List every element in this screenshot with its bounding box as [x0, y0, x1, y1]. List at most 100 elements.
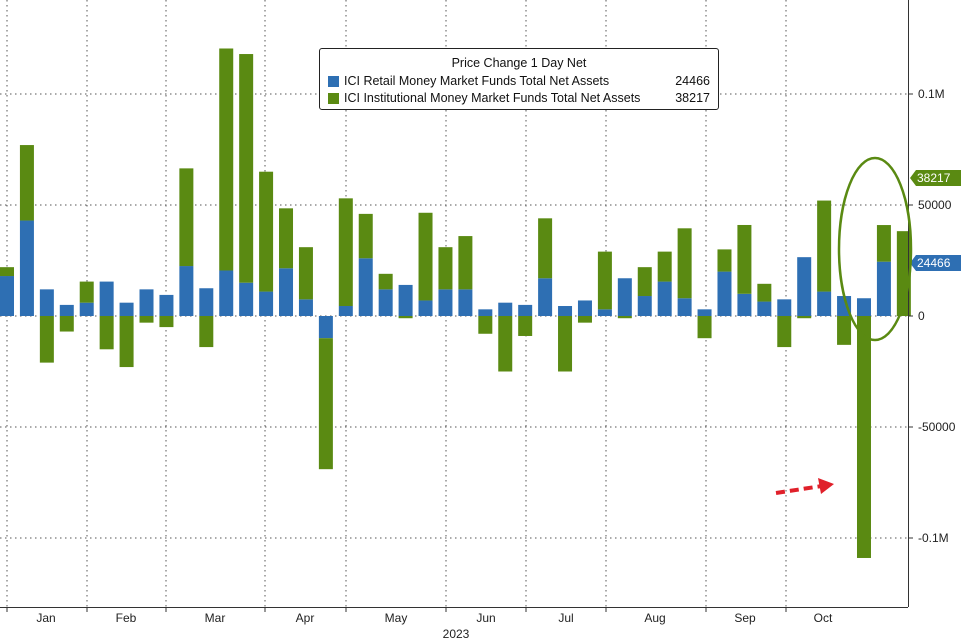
bar-institutional-37: [737, 224, 752, 294]
bar-institutional-42: [837, 316, 852, 345]
bar-retail-0: [0, 276, 14, 316]
bar-retail-16: [318, 316, 333, 339]
bar-retail-41: [817, 291, 832, 316]
bar-institutional-9: [179, 168, 194, 267]
bar-retail-10: [199, 288, 214, 316]
legend-swatch-institutional: [328, 93, 339, 104]
legend-value-retail: 24466: [675, 74, 710, 88]
bar-retail-34: [677, 298, 692, 316]
legend: Price Change 1 Day Net ICI Retail Money …: [319, 48, 719, 110]
bar-retail-23: [458, 289, 473, 316]
bar-institutional-7: [139, 316, 154, 323]
highlight-ellipse: [837, 156, 913, 342]
bar-institutional-25: [498, 316, 513, 372]
bar-retail-44: [876, 261, 891, 316]
legend-item-retail: ICI Retail Money Market Funds Total Net …: [328, 74, 710, 90]
bar-institutional-10: [199, 316, 214, 348]
x-tick-label-feb: Feb: [116, 611, 137, 625]
bar-institutional-33: [657, 251, 672, 282]
bar-institutional-8: [159, 316, 174, 328]
bar-retail-18: [358, 258, 373, 316]
bar-institutional-22: [438, 247, 453, 290]
value-flag-retail-text: 24466: [917, 256, 951, 270]
legend-swatch-retail: [328, 76, 339, 87]
bar-retail-7: [139, 289, 154, 316]
value-flag-institutional-box: [910, 170, 961, 186]
y-tick-label-0: 0.1M: [918, 87, 945, 101]
bar-retail-15: [298, 299, 313, 316]
bar-retail-11: [219, 270, 234, 316]
bar-institutional-44: [876, 225, 891, 262]
bar-retail-39: [777, 299, 792, 316]
bar-institutional-43: [856, 316, 871, 558]
bar-institutional-6: [119, 316, 134, 368]
x-tick-label-apr: Apr: [296, 611, 315, 625]
legend-item-institutional: ICI Institutional Money Market Funds Tot…: [328, 91, 710, 107]
value-flag-institutional-text: 38217: [917, 171, 951, 185]
bar-retail-13: [259, 291, 274, 316]
annotations: 38217 24466: [775, 156, 961, 495]
bar-institutional-2: [39, 316, 54, 363]
bar-institutional-34: [677, 228, 692, 299]
value-flag-retail-box: [910, 255, 961, 271]
x-tick-label-jun: Jun: [476, 611, 495, 625]
bar-retail-32: [637, 296, 652, 316]
bar-institutional-4: [79, 281, 94, 303]
bar-retail-2: [39, 289, 54, 316]
bar-institutional-1: [19, 145, 34, 221]
bar-institutional-20: [398, 316, 413, 319]
bar-institutional-21: [418, 212, 433, 301]
x-tick-label-jul: Jul: [558, 611, 573, 625]
bar-retail-8: [159, 294, 174, 316]
x-tick-label-jan: Jan: [36, 611, 55, 625]
bar-institutional-12: [239, 54, 254, 283]
bar-retail-26: [518, 304, 533, 316]
bar-institutional-31: [617, 316, 632, 319]
bar-institutional-40: [797, 316, 812, 319]
bar-institutional-29: [577, 316, 592, 323]
bar-institutional-41: [817, 200, 832, 292]
bar-retail-4: [79, 302, 94, 316]
bar-institutional-24: [478, 316, 493, 334]
y-tick-label-4: -0.1M: [918, 531, 949, 545]
legend-value-institutional: 38217: [675, 91, 710, 105]
bar-retail-5: [99, 281, 114, 316]
bar-institutional-27: [538, 218, 553, 279]
bar-retail-21: [418, 300, 433, 316]
bar-retail-22: [438, 289, 453, 316]
bar-retail-1: [19, 220, 34, 316]
bar-institutional-19: [378, 273, 393, 290]
bar-retail-9: [179, 266, 194, 316]
bar-institutional-39: [777, 316, 792, 348]
bar-institutional-36: [717, 249, 732, 272]
bar-institutional-15: [298, 247, 313, 300]
y-tick-label-2: 0: [918, 309, 925, 323]
bar-institutional-35: [697, 316, 712, 339]
bar-retail-40: [797, 257, 812, 316]
bar-retail-43: [856, 298, 871, 316]
bar-retail-17: [338, 306, 353, 316]
bar-institutional-16: [318, 338, 333, 470]
bar-institutional-32: [637, 267, 652, 297]
bar-retail-29: [577, 300, 592, 316]
bar-retail-36: [717, 271, 732, 316]
bar-retail-37: [737, 293, 752, 316]
red-arrow-line: [775, 484, 823, 495]
x-tick-label-sep: Sep: [734, 611, 756, 625]
x-tick-label-oct: Oct: [814, 611, 833, 625]
bar-retail-14: [279, 268, 294, 316]
bar-institutional-0: [0, 267, 14, 277]
bar-retail-6: [119, 302, 134, 316]
bar-retail-33: [657, 281, 672, 316]
x-tick-label-mar: Mar: [205, 611, 226, 625]
red-arrow-head: [818, 478, 834, 494]
bar-institutional-5: [99, 316, 114, 350]
bar-retail-30: [597, 309, 612, 316]
bar-retail-24: [478, 309, 493, 316]
bar-retail-28: [558, 306, 573, 316]
x-year-label: 2023: [443, 627, 470, 641]
bar-institutional-38: [757, 283, 772, 302]
bar-institutional-14: [279, 208, 294, 269]
